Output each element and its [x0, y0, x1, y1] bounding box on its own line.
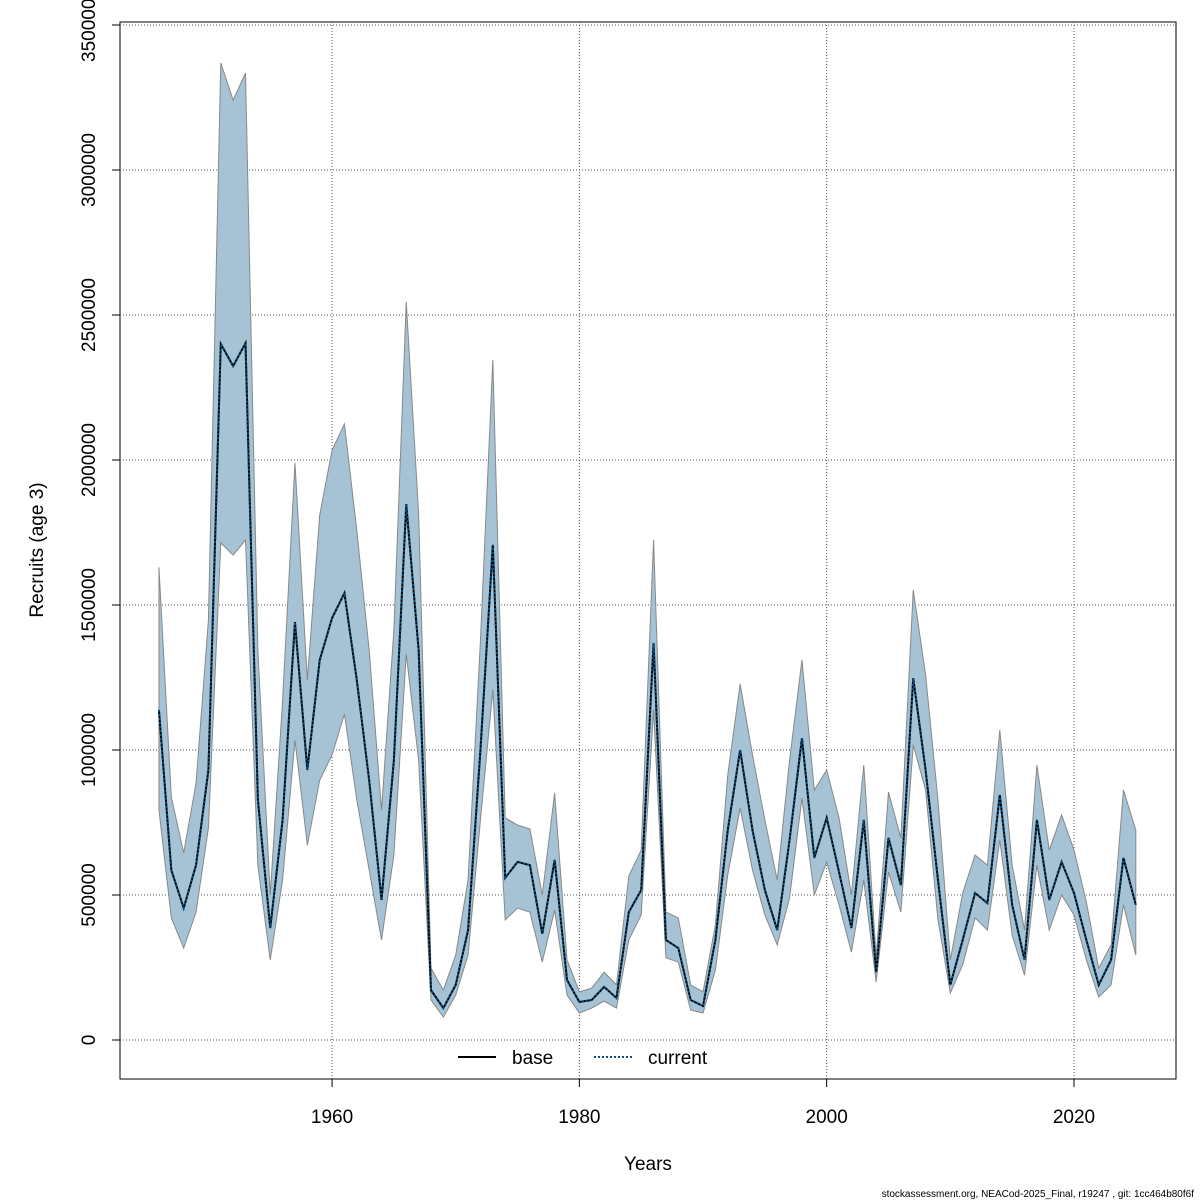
- legend-label: base: [512, 1048, 553, 1069]
- x-tick-label: 2020: [1053, 1107, 1095, 1128]
- y-tick-label: 3500000: [79, 0, 100, 62]
- y-tick-label: 2500000: [79, 278, 100, 352]
- y-tick-label: 2000000: [79, 423, 100, 497]
- confidence-band: [158, 62, 1137, 1019]
- plot-frame: [119, 21, 1177, 1080]
- footer: stockassessment.org, NEACod-2025_Final, …: [882, 1189, 1195, 1200]
- y-tick-label: 3000000: [79, 133, 100, 207]
- y-tick-label: 500000: [79, 863, 100, 926]
- y-tick-label: 1000000: [79, 713, 100, 787]
- y-axis-title: Recruits (age 3): [27, 482, 48, 617]
- x-tick-label: 1980: [558, 1107, 600, 1128]
- x-tick-label: 1960: [311, 1107, 353, 1128]
- y-tick-label: 1500000: [79, 568, 100, 642]
- y-tick-label: 0: [79, 1035, 100, 1046]
- x-tick-label: 2000: [806, 1107, 848, 1128]
- series-line: [157, 339, 1137, 1011]
- x-axis-title: Years: [624, 1154, 672, 1175]
- legend-label: current: [648, 1048, 708, 1069]
